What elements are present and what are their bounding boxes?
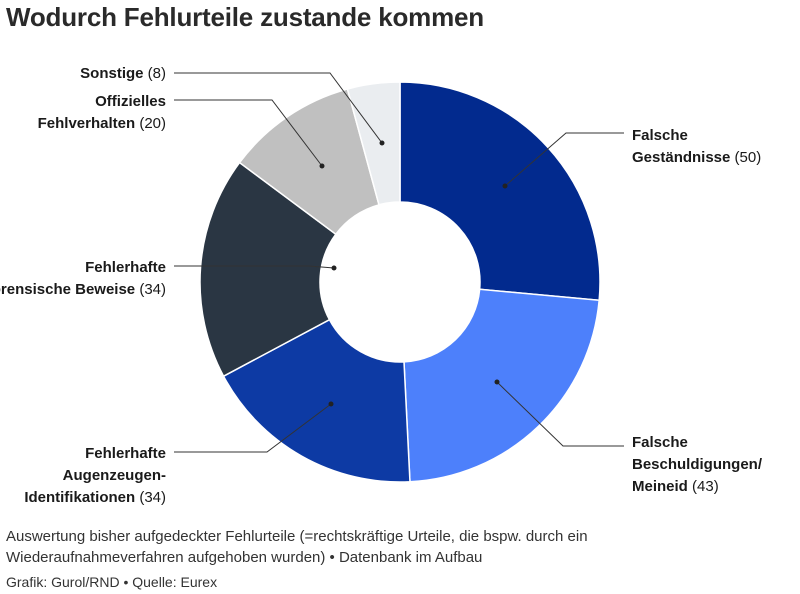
slice-value-2: (34): [135, 489, 166, 506]
slice-label-2: Fehlerhafte Augenzeugen-Identifikationen …: [24, 445, 166, 506]
donut-slice-2: [222, 318, 411, 483]
slice-value-5: (8): [144, 65, 167, 82]
leader-line-0: [504, 132, 624, 187]
donut-chart: Falsche Geständnisse (50) Falsche Beschuldi…: [0, 65, 763, 506]
slice-label-0: Falsche Geständnisse (50): [632, 127, 761, 166]
slice-label-1: Falsche Beschuldigungen/Meineid (43): [632, 434, 763, 495]
leader-dot-5: [379, 140, 385, 146]
leader-line-2: [174, 403, 332, 453]
chart-credit: Grafik: Gurol/RND • Quelle: Eurex: [6, 574, 218, 590]
slice-value-3: (34): [135, 281, 166, 298]
slice-label-4: Offizielles Fehlverhalten (20): [38, 93, 166, 132]
chart-title: Wodurch Fehlurteile zustande kommen: [6, 2, 484, 32]
slice-labels: Falsche Geständnisse (50) Falsche Beschuldi…: [0, 65, 763, 506]
donut-slice-0: [399, 81, 601, 302]
donut-slice-1: [403, 288, 600, 483]
leader-line-1: [496, 381, 624, 447]
leader-dot-1: [494, 379, 500, 385]
slice-value-4: (20): [135, 115, 166, 132]
leader-dot-3: [331, 265, 337, 271]
leader-dot-4: [319, 163, 325, 169]
leader-lines: [174, 72, 624, 453]
slice-label-5: Sonstige (8): [80, 65, 166, 82]
slice-label-3: Fehlerhafte forensische Beweise (34): [0, 259, 166, 298]
leader-dot-0: [502, 183, 508, 189]
slice-value-1: (43): [688, 478, 719, 495]
slice-value-0: (50): [730, 149, 761, 166]
leader-line-5: [174, 72, 383, 144]
chart-description: Auswertung bisher aufgedeckter Fehlurtei…: [6, 528, 588, 566]
leader-dot-2: [328, 401, 334, 407]
leader-line-3: [174, 265, 335, 269]
leader-line-4: [174, 99, 323, 167]
donut-slice-3: [199, 161, 337, 378]
donut-slices: [199, 81, 601, 483]
donut-slice-5: [346, 81, 401, 206]
